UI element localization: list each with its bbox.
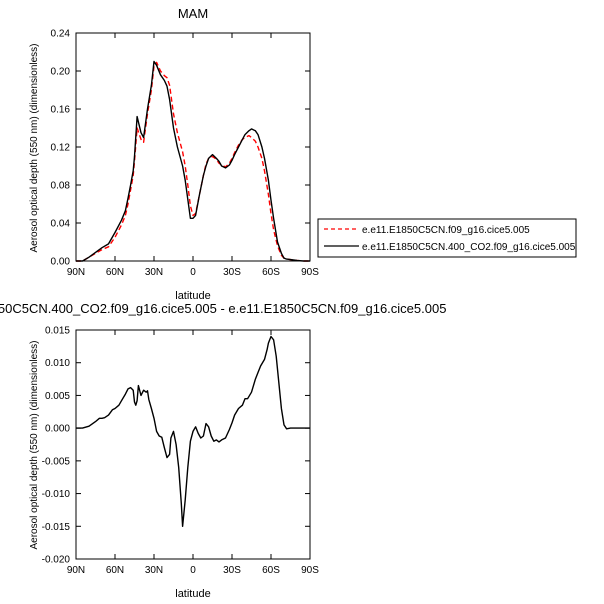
x-tick-label: 60S bbox=[262, 565, 280, 576]
x-tick-label: 0 bbox=[190, 267, 196, 278]
x-tick-labels: 90N 60N 30N 0 30S 60S 90S bbox=[67, 330, 319, 576]
x-tick-label: 90S bbox=[301, 267, 319, 278]
y-tick-label: 0.000 bbox=[45, 424, 70, 435]
y-tick-label: 0.16 bbox=[51, 105, 71, 116]
series-line-1 bbox=[76, 61, 310, 262]
y-tick-label: 0.20 bbox=[51, 67, 71, 78]
chart-title: MAM bbox=[178, 6, 208, 21]
legend-label-series-1: e.e11.E1850C5CN.f09_g16.cice5.005 bbox=[362, 225, 530, 236]
x-tick-labels: 90N 60N 30N 0 30S 60S 90S bbox=[67, 33, 319, 278]
y-tick-label: -0.010 bbox=[42, 489, 71, 500]
series-lines bbox=[76, 60, 310, 262]
x-tick-label: 90N bbox=[67, 565, 85, 576]
legend: e.e11.E1850C5CN.f09_g16.cice5.005 e.e11.… bbox=[317, 218, 577, 258]
y-tick-label: -0.020 bbox=[42, 555, 71, 566]
x-axis-label: latitude bbox=[175, 588, 210, 600]
difference-chart-title: e.e11.E1850C5CN.400_CO2.f09_g16.cice5.00… bbox=[0, 301, 446, 316]
y-tick-label: -0.015 bbox=[42, 522, 71, 533]
x-tick-label: 60N bbox=[106, 565, 124, 576]
x-tick-label: 0 bbox=[190, 565, 196, 576]
top-chart: MAM latitude Aerosol optical depth (550 … bbox=[29, 6, 319, 302]
x-tick-label: 30S bbox=[223, 565, 241, 576]
plot-frame bbox=[75, 329, 311, 560]
x-tick-label: 90N bbox=[67, 267, 85, 278]
y-tick-label: 0.24 bbox=[51, 29, 71, 40]
x-tick-label: 90S bbox=[301, 565, 319, 576]
series-lines bbox=[76, 335, 310, 527]
y-tick-label: 0.015 bbox=[45, 326, 70, 337]
plot-frame bbox=[75, 32, 311, 262]
y-tick-label: -0.005 bbox=[42, 456, 71, 467]
legend-label-series-2: e.e11.E1850C5CN.400_CO2.f09_g16.cice5.00… bbox=[362, 242, 576, 253]
y-axis-label: Aerosol optical depth (550 nm) (dimensio… bbox=[29, 341, 40, 550]
y-tick-labels: 0.00 0.04 0.08 0.12 0.16 0.20 0.24 bbox=[51, 29, 310, 268]
y-tick-label: 0.010 bbox=[45, 358, 70, 369]
y-tick-label: 0.00 bbox=[51, 257, 71, 268]
x-tick-label: 60S bbox=[262, 267, 280, 278]
y-tick-label: 0.08 bbox=[51, 181, 71, 192]
x-tick-label: 60N bbox=[106, 267, 124, 278]
series-line-1 bbox=[76, 335, 310, 527]
x-tick-label: 30N bbox=[145, 267, 163, 278]
x-tick-label: 30S bbox=[223, 267, 241, 278]
legend-box bbox=[317, 218, 577, 258]
x-tick-label: 30N bbox=[145, 565, 163, 576]
bottom-chart: e.e11.E1850C5CN.400_CO2.f09_g16.cice5.00… bbox=[0, 301, 446, 600]
y-tick-label: 0.005 bbox=[45, 391, 70, 402]
y-tick-label: 0.04 bbox=[51, 219, 71, 230]
y-tick-label: 0.12 bbox=[51, 143, 71, 154]
series-line-2 bbox=[76, 60, 310, 262]
x-axis-label: latitude bbox=[175, 290, 210, 302]
y-axis-label: Aerosol optical depth (550 nm) (dimensio… bbox=[29, 44, 40, 253]
